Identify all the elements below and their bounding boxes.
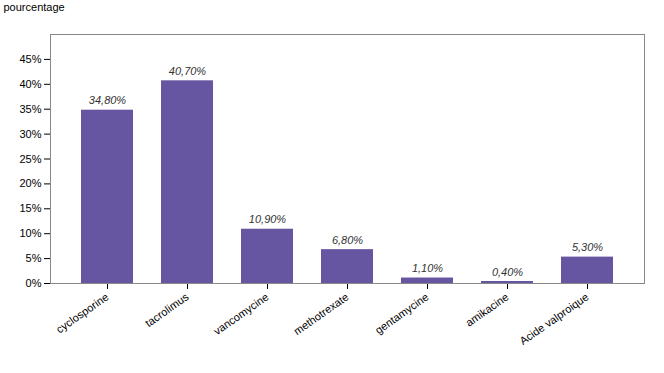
svg-text:40,70%: 40,70% <box>169 65 207 77</box>
svg-text:gentamycine: gentamycine <box>373 290 431 336</box>
svg-text:0%: 0% <box>26 277 42 289</box>
svg-text:34,80%: 34,80% <box>89 94 127 106</box>
svg-text:10,90%: 10,90% <box>249 213 287 225</box>
svg-text:10%: 10% <box>19 227 41 239</box>
svg-text:30%: 30% <box>19 128 41 140</box>
svg-text:5%: 5% <box>26 252 42 264</box>
svg-text:tacrolimus: tacrolimus <box>143 290 191 329</box>
svg-text:6,80%: 6,80% <box>332 234 363 246</box>
svg-text:amikacine: amikacine <box>463 290 510 328</box>
svg-text:45%: 45% <box>19 53 41 65</box>
svg-text:Acide valproique: Acide valproique <box>517 290 591 346</box>
svg-text:35%: 35% <box>19 103 41 115</box>
svg-text:0,40%: 0,40% <box>492 266 523 278</box>
svg-text:5,30%: 5,30% <box>572 241 603 253</box>
svg-text:1,10%: 1,10% <box>412 262 443 274</box>
svg-text:25%: 25% <box>19 153 41 165</box>
svg-text:methotrexate: methotrexate <box>291 290 350 337</box>
svg-text:pourcentage: pourcentage <box>4 1 65 13</box>
svg-text:cyclosporine: cyclosporine <box>54 290 111 335</box>
svg-text:20%: 20% <box>19 177 41 189</box>
svg-text:40%: 40% <box>19 78 41 90</box>
svg-text:vancomycine: vancomycine <box>211 290 270 337</box>
svg-text:15%: 15% <box>19 202 41 214</box>
